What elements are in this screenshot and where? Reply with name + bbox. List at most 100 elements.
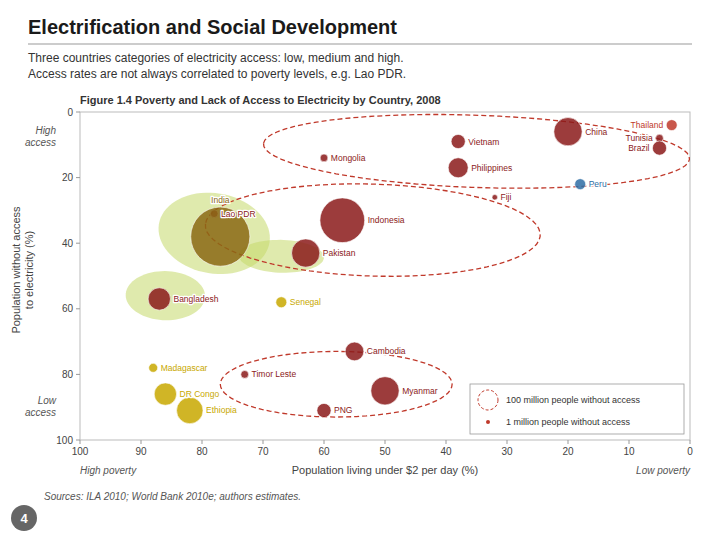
page-title: Electrification and Social Development	[28, 16, 397, 38]
x-tick	[568, 440, 569, 444]
legend-symbol	[478, 390, 498, 410]
bubble	[575, 179, 586, 190]
point-label: Vietnam	[468, 137, 499, 147]
point-label: Cambodia	[367, 346, 406, 356]
bubble	[148, 288, 170, 310]
plot-frame	[80, 112, 690, 440]
x-tick-label: 40	[440, 446, 452, 457]
bubble	[451, 134, 465, 148]
x-tick	[629, 440, 630, 444]
group-outline	[220, 351, 452, 417]
point-label: Bangladesh	[173, 294, 218, 304]
x-tick	[446, 440, 447, 444]
bubble	[492, 195, 497, 200]
y-tick-label: 20	[62, 172, 74, 183]
x-tick-label: 10	[623, 446, 635, 457]
y-tick	[76, 308, 80, 309]
bubble	[149, 363, 158, 372]
y-tick-label: 40	[62, 238, 74, 249]
point-label: PNG	[334, 405, 352, 415]
source: Sources: ILA 2010; World Bank 2010e; aut…	[44, 491, 301, 502]
bubble	[371, 377, 399, 405]
plot-area	[126, 115, 690, 424]
legend-label: 100 million people without access	[506, 395, 641, 405]
x-tick-label: 0	[687, 446, 693, 457]
subtitle: Access rates are not always correlated t…	[28, 67, 406, 81]
point-label: Thailand	[631, 120, 664, 130]
point-label: Tunisia	[626, 133, 653, 143]
x-tick-label: 60	[318, 446, 330, 457]
x-axis-label: Population living under $2 per day (%)	[292, 464, 479, 476]
bubble	[177, 397, 203, 423]
y-tick	[76, 112, 80, 113]
x-annotation: Low poverty	[636, 465, 691, 476]
x-tick	[385, 440, 386, 444]
y-axis-label: Population without accessto electricity …	[10, 206, 35, 334]
point-label: DR Congo	[180, 389, 220, 399]
point-label: Philippines	[471, 163, 512, 173]
page-number-badge	[11, 505, 37, 531]
point-label: Ethiopia	[206, 405, 237, 415]
x-tick-label: 70	[257, 446, 269, 457]
x-tick-label: 90	[135, 446, 147, 457]
x-annotation: High poverty	[80, 465, 137, 476]
point-label: India	[211, 195, 230, 205]
x-tick-label: 20	[562, 446, 574, 457]
x-tick	[507, 440, 508, 444]
bubble	[241, 371, 249, 379]
point-label: Indonesia	[368, 215, 405, 225]
group-outline	[264, 115, 690, 189]
point-label: Madagascar	[161, 363, 208, 373]
legend-label: 1 million people without access	[506, 417, 631, 427]
x-tick-label: 80	[196, 446, 208, 457]
group-outline	[205, 184, 540, 276]
chart-title: Figure 1.4 Poverty and Lack of Access to…	[80, 94, 441, 106]
bubble	[554, 118, 582, 146]
bubble	[154, 383, 176, 405]
y-tick	[76, 374, 80, 375]
bubble	[345, 342, 364, 361]
bubble	[652, 141, 666, 155]
point-label: China	[585, 127, 607, 137]
bubble	[276, 297, 287, 308]
subtitle: Three countries categories of electricit…	[28, 51, 404, 65]
x-tick	[80, 440, 81, 444]
bubble	[448, 158, 468, 178]
point-label: Peru	[589, 179, 607, 189]
legend-box	[470, 384, 684, 434]
x-tick-label: 30	[501, 446, 513, 457]
y-tick	[76, 177, 80, 178]
x-tick	[690, 440, 691, 444]
bubble	[320, 198, 365, 243]
page: Electrification and Social Development Th…	[0, 0, 720, 540]
y-tick	[76, 440, 80, 441]
point-label: Pakistan	[323, 248, 356, 258]
x-tick	[263, 440, 264, 444]
bubble	[292, 239, 320, 267]
page-number: 4	[20, 511, 28, 526]
x-tick	[324, 440, 325, 444]
point-label: Myanmar	[402, 386, 438, 396]
y-tick-label: 80	[62, 369, 74, 380]
point-label: Timor Leste	[252, 369, 297, 379]
header-rule	[28, 44, 692, 45]
y-annotation: Highaccess	[25, 125, 57, 148]
group-highlight	[239, 240, 324, 273]
x-tick	[141, 440, 142, 444]
bubble	[317, 403, 331, 417]
y-tick-label: 0	[67, 107, 73, 118]
legend-symbol	[486, 420, 490, 424]
y-tick-label: 100	[56, 435, 73, 446]
x-tick-label: 100	[72, 446, 89, 457]
x-tick-label: 50	[379, 446, 391, 457]
point-label: Fiji	[501, 192, 512, 202]
point-label: Brazil	[628, 143, 649, 153]
bubble	[320, 154, 328, 162]
point-label: Lao PDR	[221, 209, 256, 219]
y-annotation: Lowaccess	[25, 395, 57, 418]
bubble	[666, 120, 677, 131]
x-tick	[202, 440, 203, 444]
y-tick-label: 60	[62, 303, 74, 314]
point-labels: China Vietnam Mongolia Philippines Thailand T…	[161, 120, 664, 415]
point-label: Mongolia	[331, 153, 366, 163]
